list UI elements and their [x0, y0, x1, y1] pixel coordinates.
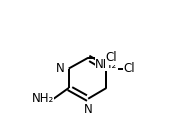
Text: N: N: [56, 62, 65, 75]
Text: Cl: Cl: [124, 62, 135, 75]
Text: NH₂: NH₂: [95, 58, 118, 71]
Text: NH₂: NH₂: [31, 92, 54, 105]
Text: N: N: [84, 103, 93, 116]
Text: Cl: Cl: [105, 51, 117, 64]
